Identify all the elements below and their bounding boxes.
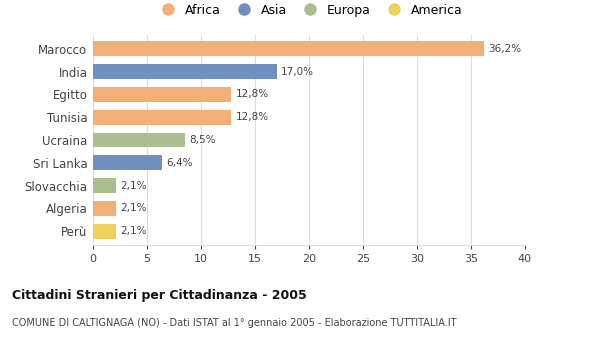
Legend: Africa, Asia, Europa, America: Africa, Asia, Europa, America [151,0,467,20]
Text: 8,5%: 8,5% [189,135,215,145]
Bar [93,41,484,56]
Text: 36,2%: 36,2% [488,44,521,54]
Text: 12,8%: 12,8% [236,89,269,99]
Bar [93,224,116,239]
Text: 6,4%: 6,4% [166,158,193,168]
Text: 2,1%: 2,1% [120,203,146,214]
Text: 2,1%: 2,1% [120,226,146,236]
Bar [93,178,116,193]
Text: COMUNE DI CALTIGNAGA (NO) - Dati ISTAT al 1° gennaio 2005 - Elaborazione TUTTITA: COMUNE DI CALTIGNAGA (NO) - Dati ISTAT a… [12,318,457,329]
Bar [93,87,231,102]
Bar [93,110,231,125]
Bar [93,201,116,216]
Text: 17,0%: 17,0% [281,66,314,77]
Bar [93,133,185,147]
Text: Cittadini Stranieri per Cittadinanza - 2005: Cittadini Stranieri per Cittadinanza - 2… [12,289,307,302]
Text: 12,8%: 12,8% [236,112,269,122]
Bar [93,64,277,79]
Text: 2,1%: 2,1% [120,181,146,191]
Bar [93,155,162,170]
